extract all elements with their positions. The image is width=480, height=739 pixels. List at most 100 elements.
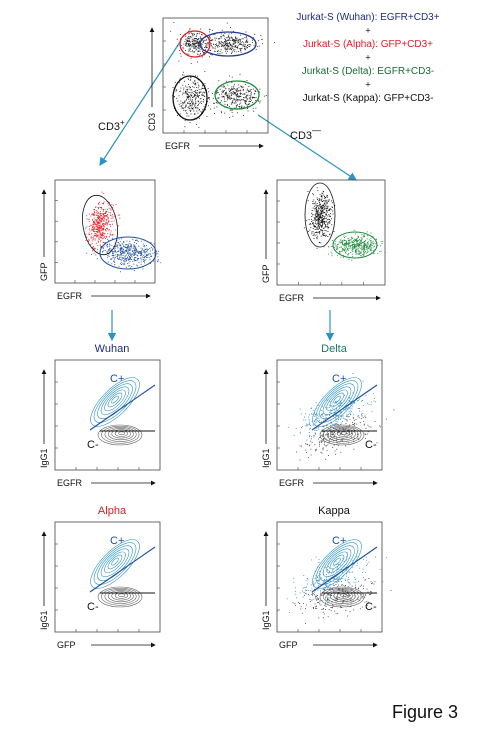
event-dot [315, 207, 317, 209]
event-dot [133, 246, 135, 248]
event-dot [224, 44, 226, 46]
event-dot [330, 586, 332, 588]
event-dot [237, 93, 238, 95]
event-dot [305, 590, 307, 591]
event-dot [297, 602, 299, 604]
event-dot [229, 89, 231, 91]
event-dot [319, 194, 321, 196]
event-dot [202, 50, 204, 52]
event-dot [356, 240, 358, 241]
event-dot [188, 96, 190, 98]
event-dot [226, 37, 228, 39]
event-dot [315, 212, 317, 214]
event-dot [317, 566, 318, 568]
event-dot [143, 251, 145, 253]
event-dot [190, 104, 191, 106]
event-dot [318, 200, 320, 202]
event-dot [99, 216, 100, 217]
event-dot [139, 251, 141, 252]
event-dot [349, 599, 351, 601]
event-dot [121, 247, 123, 249]
event-dot [245, 103, 247, 105]
event-dot [231, 50, 233, 52]
event-dot [366, 250, 368, 252]
event-dot [332, 604, 333, 605]
event-dot [133, 255, 135, 256]
event-dot [353, 581, 355, 583]
event-dot [325, 566, 327, 568]
event-dot [119, 214, 121, 216]
event-dot [322, 220, 324, 222]
event-dot [329, 401, 331, 402]
event-dot [370, 240, 372, 241]
event-dot [312, 235, 314, 236]
event-dot [299, 432, 301, 434]
event-dot [340, 242, 342, 244]
event-dot [117, 251, 119, 253]
event-dot [132, 250, 134, 252]
x-axis-label: GFP [57, 640, 76, 650]
event-dot [103, 247, 104, 249]
event-dot [242, 45, 244, 47]
event-dot [238, 96, 240, 98]
event-dot [334, 423, 336, 425]
event-dot [246, 98, 248, 99]
event-dot [129, 259, 130, 260]
event-dot [128, 259, 130, 261]
event-dot [318, 221, 320, 223]
event-dot [101, 226, 103, 228]
event-dot [360, 252, 362, 254]
event-dot [124, 263, 126, 265]
event-dot [354, 437, 355, 439]
event-dot [329, 570, 330, 572]
event-dot [238, 90, 240, 92]
event-dot [334, 577, 336, 579]
event-dot [346, 579, 348, 581]
event-dot [370, 232, 372, 234]
event-dot [340, 414, 342, 416]
event-dot [328, 583, 330, 585]
event-dot [363, 255, 365, 257]
event-dot [101, 226, 102, 228]
event-dot [315, 402, 317, 403]
event-dot [94, 247, 96, 249]
event-dot [345, 585, 346, 586]
event-dot [114, 261, 116, 263]
event-dot [235, 102, 237, 104]
event-dot [316, 605, 317, 607]
event-dot [98, 241, 99, 243]
event-dot [327, 587, 329, 589]
event-dot [194, 98, 196, 100]
event-dot [324, 212, 325, 214]
event-dot [318, 416, 320, 418]
contour [104, 588, 137, 604]
event-dot [103, 216, 105, 218]
event-dot [309, 223, 311, 225]
event-dot [340, 606, 341, 608]
event-dot [337, 578, 339, 580]
event-dot [187, 91, 189, 93]
event-dot [318, 562, 320, 564]
event-dot [327, 599, 329, 601]
event-dot [331, 255, 333, 257]
event-dot [317, 427, 319, 428]
event-dot [227, 36, 229, 37]
event-dot [107, 203, 109, 205]
event-dot [318, 567, 320, 569]
event-dot [97, 219, 98, 221]
event-dot [363, 242, 365, 244]
event-dot [193, 45, 195, 47]
event-dot [321, 195, 323, 197]
event-dot [237, 93, 238, 95]
event-dot [130, 254, 132, 256]
event-dot [225, 41, 227, 43]
event-dot [354, 423, 355, 425]
event-dot [246, 104, 248, 106]
event-dot [134, 254, 136, 256]
event-dot [333, 591, 335, 592]
event-dot [340, 246, 342, 248]
event-dot [340, 418, 342, 419]
event-dot [320, 196, 322, 198]
event-dot [253, 93, 255, 95]
